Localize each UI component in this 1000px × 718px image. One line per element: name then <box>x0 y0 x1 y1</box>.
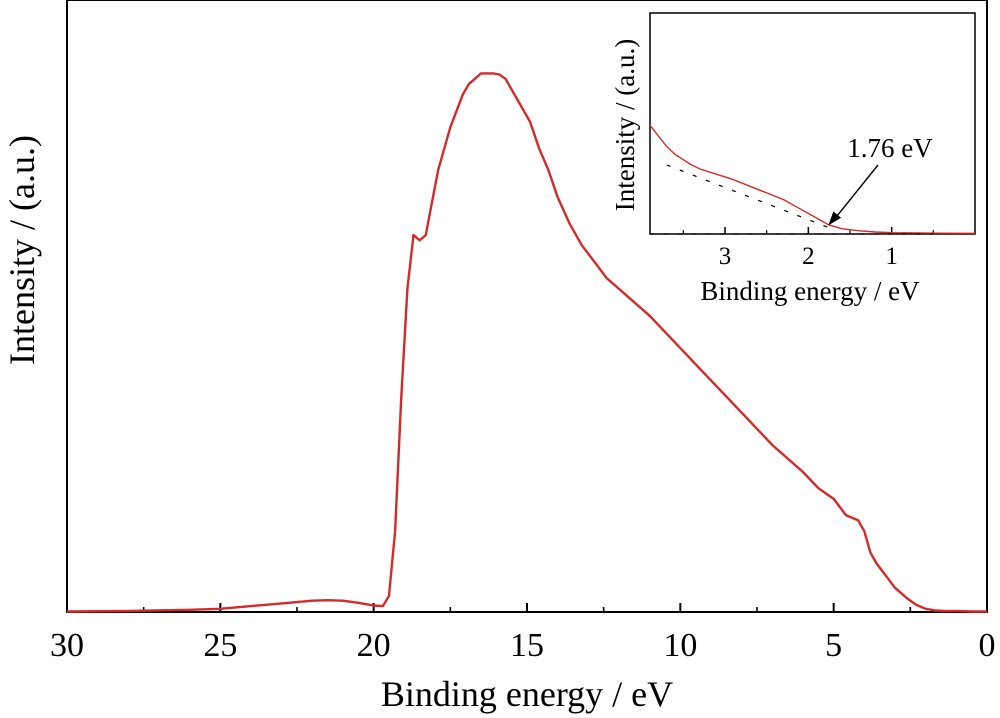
inset-annotation-label: 1.76 eV <box>847 133 933 163</box>
x-tick-label-0: 0 <box>979 627 996 664</box>
x-tick-label-1: 1 <box>885 243 898 270</box>
main-x-tick-labels: 30 25 20 15 10 5 0 <box>50 627 996 664</box>
x-tick-label-2: 2 <box>802 243 815 270</box>
series-line-0 <box>649 124 976 234</box>
x-tick-label-15: 15 <box>510 627 544 664</box>
main-series-group <box>66 72 987 613</box>
inset-plot-frame <box>649 12 976 235</box>
x-tick-label-20: 20 <box>357 627 391 664</box>
x-tick-label-3: 3 <box>719 243 732 270</box>
series-line-0 <box>66 72 987 613</box>
inset-x-ticks <box>682 227 976 234</box>
inset-x-tick-labels: 3 2 1 <box>719 243 898 270</box>
x-tick-label-25: 25 <box>203 627 237 664</box>
inset-annotation-arrow <box>833 164 879 220</box>
x-tick-label-30: 30 <box>50 627 84 664</box>
x-tick-label-10: 10 <box>663 627 697 664</box>
inset-x-axis-label: Binding energy / eV <box>700 276 920 306</box>
inset-series-group <box>649 124 976 235</box>
inset-y-axis-label: Intensity / (a.u.) <box>610 39 640 211</box>
main-y-axis-label: Intensity / (a.u.) <box>2 135 42 365</box>
inset-annotation-arrowhead <box>828 211 842 226</box>
main-x-ticks <box>66 603 988 612</box>
dashed-guide-line-1 <box>666 164 829 228</box>
main-x-axis-label: Binding energy / eV <box>381 674 673 714</box>
x-tick-label-5: 5 <box>825 627 842 664</box>
